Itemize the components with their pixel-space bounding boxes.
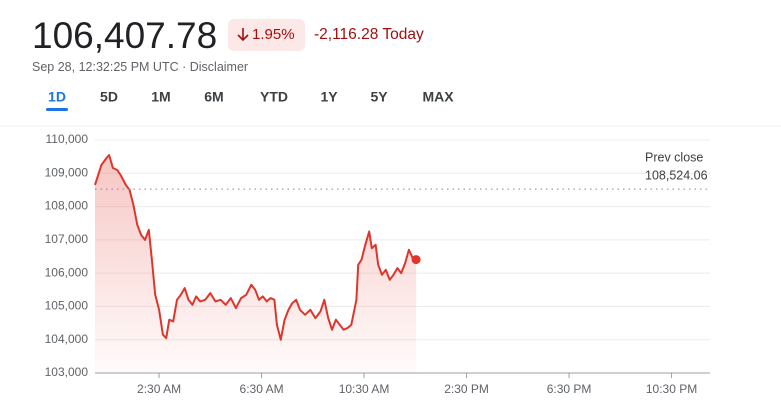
range-tabs: 1D 5D 1M 6M YTD 1Y 5Y MAX — [46, 89, 454, 111]
x-tick-label: 2:30 PM — [444, 382, 489, 396]
range-tab[interactable]: 1M — [151, 89, 170, 105]
x-tick-label: 6:30 AM — [240, 382, 284, 396]
range-tab[interactable]: 1Y — [320, 89, 338, 105]
price: 106,407.78 — [32, 15, 217, 56]
prev-close-value: 108,524.06 — [645, 168, 708, 182]
area — [95, 155, 417, 373]
tab-underline — [46, 108, 68, 111]
last-point — [411, 255, 421, 265]
meta-line: Sep 28, 12:32:25 PM UTC · Disclaimer — [32, 60, 248, 74]
x-tick-label: 2:30 AM — [137, 382, 181, 396]
prev-close-label: Prev close — [645, 150, 703, 164]
disclaimer[interactable]: Disclaimer — [190, 60, 248, 74]
timestamp: Sep 28, 12:32:25 PM UTC — [32, 60, 179, 74]
y-tick-label: 109,000 — [45, 165, 89, 179]
x-tick-label: 10:30 PM — [646, 382, 697, 396]
change-badge — [228, 19, 305, 51]
y-tick-label: 104,000 — [45, 332, 89, 346]
range-tab[interactable]: 6M — [204, 89, 223, 105]
range-tab[interactable]: MAX — [422, 89, 454, 105]
y-tick-label: 103,000 — [45, 365, 89, 379]
separator: · — [182, 60, 186, 74]
change-percent: 1.95% — [252, 26, 295, 43]
range-tab[interactable]: 5Y — [370, 89, 388, 105]
chart: 103,000 104,000 105,000 106,000 107,000 108,0… — [45, 132, 710, 396]
x-tick-label: 10:30 AM — [339, 382, 390, 396]
range-tab[interactable]: 5D — [100, 89, 118, 105]
change-today: -2,116.28 Today — [314, 26, 424, 43]
y-tick-label: 107,000 — [45, 232, 89, 246]
x-tick-label: 6:30 PM — [547, 382, 592, 396]
range-tab[interactable]: 1D — [48, 89, 66, 105]
price-line — [94, 154, 417, 341]
range-tab[interactable]: YTD — [260, 89, 288, 105]
y-tick-label: 110,000 — [46, 132, 89, 146]
y-tick-label: 108,000 — [45, 199, 89, 213]
y-tick-label: 105,000 — [45, 299, 89, 313]
down-arrow — [237, 28, 249, 42]
y-tick-label: 106,000 — [45, 265, 89, 279]
